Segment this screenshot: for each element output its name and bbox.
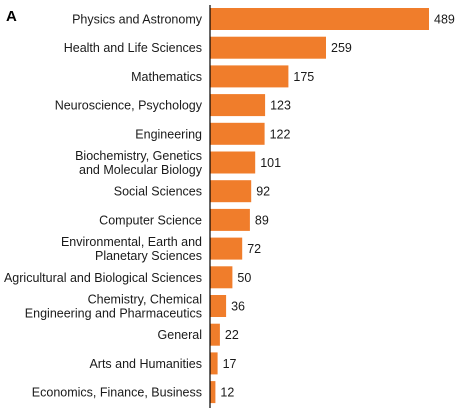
value-labels-group: 489 259 175 123 122 101 92 89 72 50 36 22 17 12	[220, 13, 455, 400]
category-label-line: Computer Science	[99, 213, 202, 227]
category-label-line: Planetary Sciences	[95, 249, 202, 263]
value-label-3: 123	[270, 99, 291, 113]
bar-6	[210, 180, 252, 203]
category-label-line: Engineering	[135, 127, 202, 141]
category-label-13: Economics, Finance, Business	[32, 386, 202, 400]
value-label-0: 489	[434, 13, 455, 27]
bar-1	[210, 36, 326, 59]
category-label-6: Social Sciences	[114, 185, 202, 199]
category-label-3: Neuroscience, Psychology	[55, 99, 203, 113]
bar-11	[210, 323, 220, 346]
value-label-1: 259	[331, 41, 352, 55]
category-label-line: Agricultural and Biological Sciences	[4, 271, 202, 285]
value-label-2: 175	[293, 70, 314, 84]
bar-10	[210, 295, 227, 317]
bars-group	[210, 8, 429, 404]
category-label-line: Health and Life Sciences	[64, 41, 202, 55]
bar-0	[210, 8, 429, 30]
value-label-12: 17	[223, 357, 237, 371]
category-label-12: Arts and Humanities	[89, 357, 202, 371]
category-label-line: Arts and Humanities	[89, 357, 202, 371]
value-label-6: 92	[256, 185, 270, 199]
bar-8	[210, 237, 243, 260]
category-label-9: Agricultural and Biological Sciences	[4, 271, 202, 285]
bar-13	[210, 381, 216, 404]
category-label-0: Physics and Astronomy	[72, 13, 203, 27]
category-label-8: Environmental, Earth and Planetary Scienc…	[61, 235, 202, 263]
bar-9	[210, 266, 233, 289]
bar-7	[210, 208, 250, 231]
category-label-line: Physics and Astronomy	[72, 13, 203, 27]
category-label-line: Engineering and Pharmaceutics	[25, 307, 202, 321]
value-label-10: 36	[231, 300, 245, 314]
value-label-11: 22	[225, 328, 239, 342]
value-label-7: 89	[255, 213, 269, 227]
category-label-line: Social Sciences	[114, 185, 202, 199]
category-label-5: Biochemistry, Genetics and Molecular Biol…	[75, 149, 203, 177]
value-label-9: 50	[237, 271, 251, 285]
category-label-10: Chemistry, Chemical Engineering and Pharm…	[25, 293, 202, 321]
category-label-line: Mathematics	[131, 70, 202, 84]
category-label-line: Chemistry, Chemical	[88, 293, 202, 307]
category-label-11: General	[158, 328, 202, 342]
category-label-line: Economics, Finance, Business	[32, 386, 202, 400]
bar-2	[210, 65, 289, 88]
category-label-line: Environmental, Earth and	[61, 235, 202, 249]
category-label-4: Engineering	[135, 127, 202, 141]
value-label-8: 72	[247, 242, 261, 256]
category-label-7: Computer Science	[99, 213, 202, 227]
category-labels-group: Physics and Astronomy Health and Life Sci…	[4, 13, 203, 400]
panel-label: A	[6, 8, 17, 25]
value-label-4: 122	[270, 127, 291, 141]
value-label-5: 101	[260, 156, 281, 170]
category-label-1: Health and Life Sciences	[64, 41, 202, 55]
bar-4	[210, 122, 265, 145]
category-label-line: General	[158, 328, 202, 342]
bar-3	[210, 94, 266, 117]
bar-12	[210, 352, 218, 375]
category-label-line: and Molecular Biology	[79, 163, 203, 177]
bar-5	[210, 151, 256, 174]
category-label-line: Neuroscience, Psychology	[55, 99, 203, 113]
category-label-line: Biochemistry, Genetics	[75, 149, 202, 163]
category-label-2: Mathematics	[131, 70, 202, 84]
value-label-13: 12	[220, 386, 234, 400]
